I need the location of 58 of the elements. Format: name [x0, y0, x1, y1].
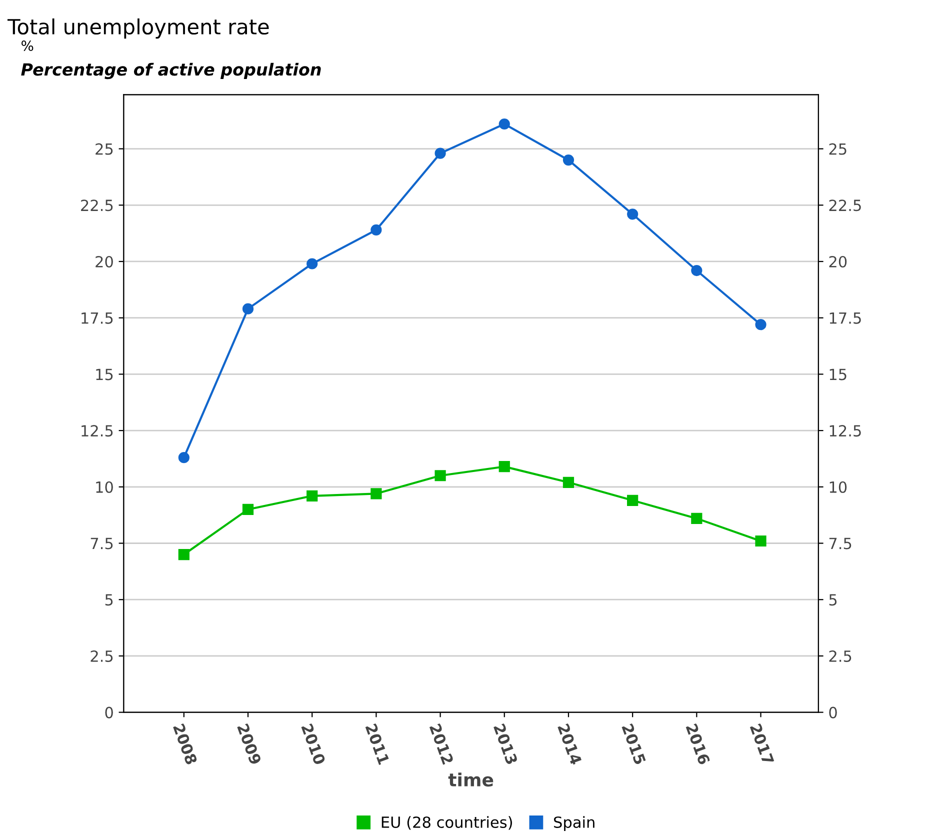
point [370, 488, 382, 500]
x-tick-label: 2017 [750, 723, 774, 765]
x-tick-label: 2011 [365, 723, 390, 766]
y2-tick-label: 20 [829, 256, 847, 268]
y-tick-label: 5 [105, 594, 113, 606]
y2-tick-label: 7.5 [829, 538, 852, 550]
y2-tick-label: 12.5 [830, 425, 861, 437]
point [306, 258, 318, 270]
point [498, 461, 510, 472]
point [755, 319, 766, 330]
point [691, 264, 702, 276]
y2-tick-label: 2.5 [829, 650, 852, 662]
y2-tick-label: 22.5 [829, 200, 861, 212]
chart-title: Total unemployment rate [7, 18, 269, 39]
point [242, 303, 254, 314]
y-tick-label: 17.5 [82, 312, 113, 324]
point [178, 452, 190, 464]
x-tick-label: 2008 [172, 723, 198, 766]
point [498, 118, 510, 130]
y2-tick-label: 15 [830, 368, 846, 380]
legend-label: Spain [554, 816, 594, 831]
y-tick-label: 15 [96, 368, 113, 380]
point [562, 476, 574, 488]
point [755, 535, 766, 547]
y-tick-label: 22.5 [81, 200, 113, 212]
y-tick-label: 10 [96, 481, 113, 493]
y-tick-label: 0 [105, 706, 113, 718]
point [370, 224, 382, 236]
y2-tick-label: 10 [830, 481, 847, 493]
y2-tick-label: 5 [829, 594, 837, 606]
x-tick-label: 2014 [557, 723, 582, 766]
y2-tick-label: 17.5 [830, 312, 861, 324]
x-tick-label: 2012 [429, 723, 454, 765]
x-tick-label: 2009 [236, 723, 262, 766]
y-tick-label: 20 [96, 256, 113, 268]
point [562, 154, 574, 166]
point [627, 208, 638, 220]
x-tick-label: 2015 [622, 723, 646, 766]
y2-tick-label: 0 [829, 706, 837, 718]
point [306, 490, 318, 502]
y-tick-label: 12.5 [82, 425, 113, 437]
chart-subtitle: Percentage of active population [21, 62, 321, 80]
x-axis-title: time [448, 772, 494, 787]
point [434, 148, 446, 159]
point [627, 494, 638, 506]
x-tick-label: 2016 [686, 723, 710, 766]
x-tick-label: 2010 [301, 723, 326, 766]
y-tick-label: 2.5 [90, 650, 113, 662]
legend-label: EU (28 countries) [382, 816, 512, 830]
point [691, 512, 702, 524]
y-tick-label: 7.5 [90, 538, 113, 550]
point [242, 504, 254, 515]
text: % [22, 40, 34, 51]
point [178, 548, 190, 560]
x-tick-label: 2013 [493, 723, 518, 765]
y-tick-label: 25 [96, 143, 113, 155]
y2-tick-label: 25 [829, 143, 846, 155]
point [434, 470, 446, 482]
